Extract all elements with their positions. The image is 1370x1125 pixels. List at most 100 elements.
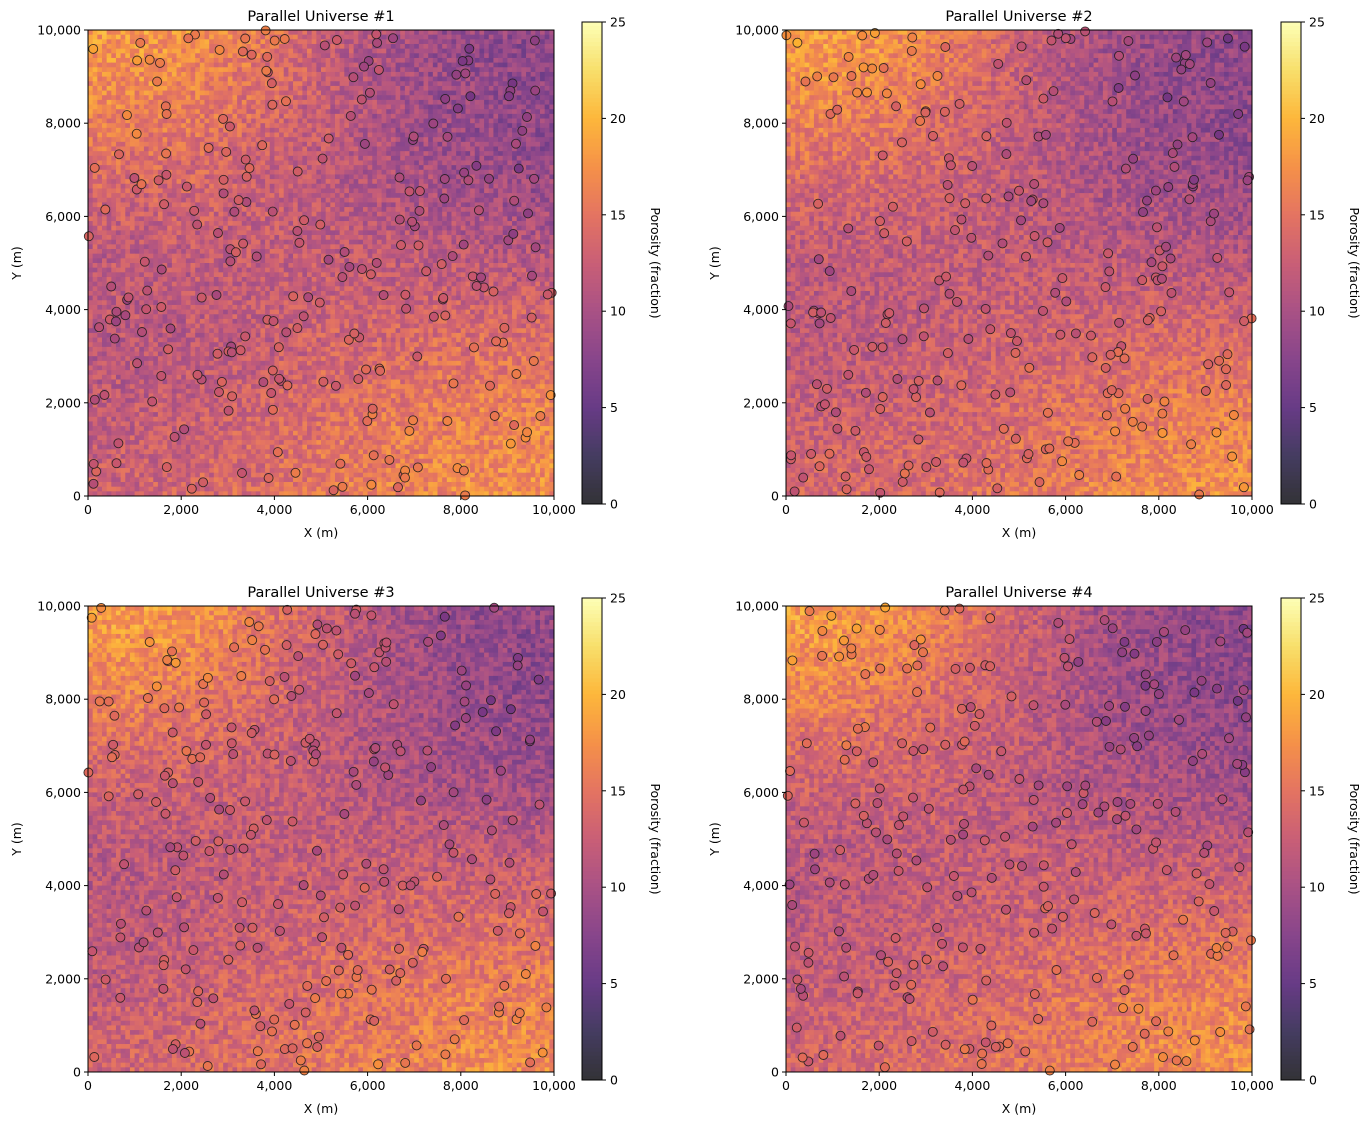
heatmap-cell	[344, 53, 350, 59]
heatmap-cell	[498, 95, 504, 101]
heatmap-cell	[148, 202, 154, 208]
heatmap-cell	[470, 30, 476, 36]
heatmap-cell	[428, 155, 434, 161]
heatmap-cell	[404, 235, 410, 241]
heatmap-cell	[414, 146, 420, 152]
heatmap-cell	[293, 137, 299, 143]
heatmap-cell	[400, 95, 406, 101]
heatmap-cell	[460, 141, 466, 147]
heatmap-cell	[143, 48, 149, 54]
heatmap-cell	[204, 34, 210, 40]
heatmap-cell	[530, 118, 536, 124]
heatmap-cell	[493, 211, 499, 217]
heatmap-cell	[218, 197, 224, 203]
heatmap-cell	[185, 90, 191, 96]
heatmap-cell	[227, 146, 233, 152]
heatmap-cell	[120, 165, 126, 171]
heatmap-cell	[288, 62, 294, 68]
heatmap-cell	[213, 76, 219, 82]
heatmap-cell	[246, 104, 252, 110]
heatmap-cell	[498, 109, 504, 115]
heatmap-cell	[423, 239, 429, 245]
heatmap-cell	[195, 113, 201, 119]
heatmap-cell	[176, 43, 182, 50]
heatmap-cell	[549, 113, 555, 119]
heatmap-cell	[344, 197, 350, 203]
heatmap-cell	[218, 249, 224, 255]
heatmap-cell	[479, 43, 485, 50]
heatmap-cell	[358, 57, 364, 64]
heatmap-cell	[358, 109, 364, 115]
heatmap-cell	[386, 118, 392, 124]
heatmap-cell	[339, 137, 345, 143]
heatmap-cell	[358, 249, 364, 255]
heatmap-cell	[428, 253, 434, 259]
heatmap-cell	[395, 127, 401, 133]
heatmap-cell	[274, 53, 280, 59]
heatmap-cell	[474, 235, 480, 241]
heatmap-cell	[255, 53, 261, 59]
heatmap-cell	[488, 230, 494, 236]
heatmap-cell	[470, 71, 476, 77]
heatmap-cell	[423, 118, 429, 124]
heatmap-cell	[344, 123, 350, 129]
heatmap-cell	[237, 179, 243, 185]
heatmap-cell	[162, 81, 168, 87]
heatmap-cell	[153, 34, 159, 40]
heatmap-cell	[348, 104, 355, 110]
heatmap-cell	[199, 57, 205, 64]
heatmap-cell	[479, 76, 485, 82]
heatmap-cell	[293, 160, 299, 166]
heatmap-cell	[428, 39, 434, 45]
heatmap-cell	[232, 244, 238, 250]
heatmap-cell	[367, 174, 373, 180]
heatmap-cell	[512, 43, 518, 50]
heatmap-cell	[451, 188, 457, 194]
heatmap-cell	[199, 62, 205, 68]
heatmap-cell	[423, 258, 429, 264]
heatmap-cell	[512, 71, 518, 77]
heatmap-cell	[227, 30, 233, 36]
heatmap-cell	[171, 160, 177, 166]
heatmap-cell	[418, 39, 424, 45]
heatmap-cell	[101, 113, 108, 119]
heatmap-cell	[381, 76, 387, 82]
heatmap-cell	[507, 43, 513, 50]
heatmap-cell	[400, 193, 406, 199]
heatmap-cell	[321, 132, 327, 138]
heatmap-cell	[353, 188, 359, 194]
heatmap-cell	[176, 71, 182, 77]
heatmap-cell	[535, 99, 541, 105]
heatmap-cell	[297, 67, 303, 73]
heatmap-cell	[488, 71, 494, 77]
heatmap-cell	[213, 174, 219, 180]
heatmap-cell	[339, 230, 345, 236]
heatmap-cell	[395, 151, 401, 157]
heatmap-cell	[353, 95, 359, 101]
heatmap-cell	[97, 132, 103, 138]
heatmap-cell	[549, 253, 555, 259]
heatmap-cell	[185, 165, 191, 171]
heatmap-cell	[348, 253, 355, 259]
heatmap-cell	[456, 155, 462, 161]
heatmap-cell	[199, 48, 205, 54]
heatmap-cell	[181, 197, 187, 203]
heatmap-cell	[223, 249, 229, 255]
heatmap-cell	[474, 34, 480, 40]
heatmap-cell	[428, 258, 434, 264]
heatmap-cell	[143, 109, 149, 115]
heatmap-cell	[488, 57, 494, 64]
heatmap-cell	[176, 244, 182, 250]
heatmap-cell	[540, 239, 546, 245]
heatmap-cell	[446, 239, 452, 245]
heatmap-cell	[316, 244, 322, 250]
heatmap-cell	[353, 253, 359, 259]
heatmap-cell	[185, 53, 191, 59]
heatmap-cell	[521, 39, 527, 45]
heatmap-cell	[512, 253, 518, 259]
heatmap-cell	[451, 90, 457, 96]
heatmap-cell	[488, 85, 494, 91]
heatmap-cell	[367, 132, 373, 138]
heatmap-cell	[111, 39, 117, 45]
heatmap-cell	[526, 85, 532, 91]
